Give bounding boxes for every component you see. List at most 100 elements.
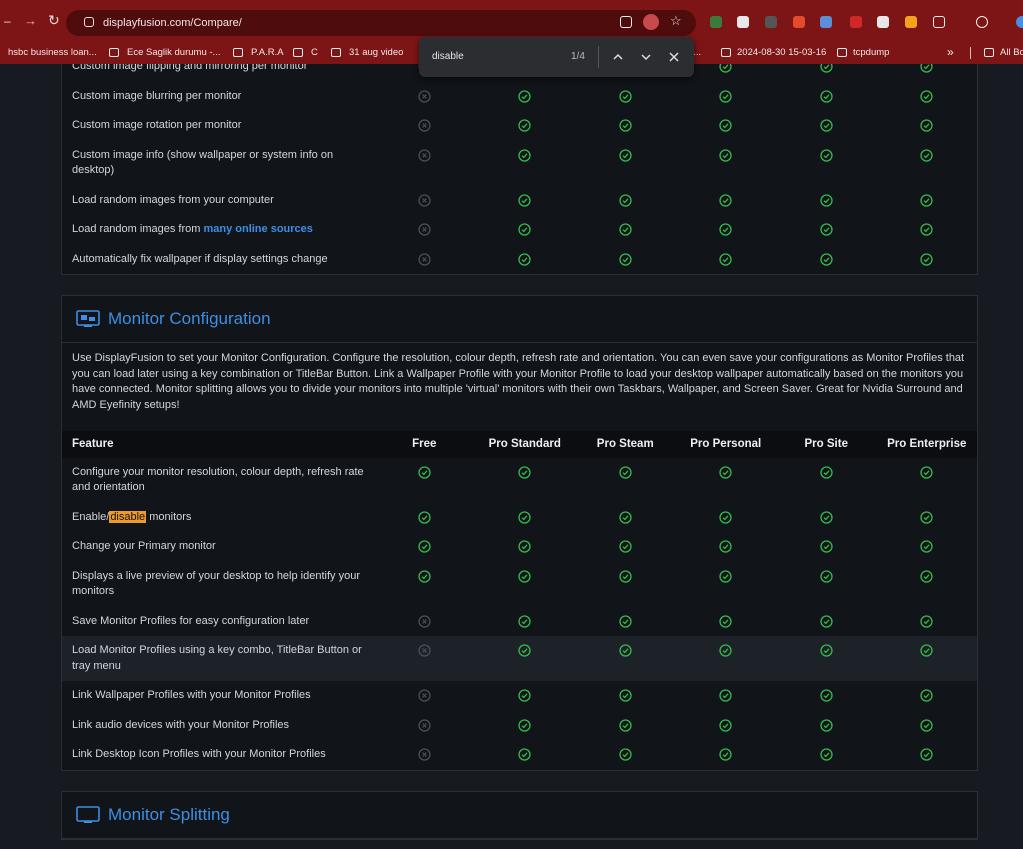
cross-icon	[418, 149, 431, 162]
support-cell	[877, 193, 978, 209]
check-icon	[719, 644, 732, 657]
bookmark[interactable]: 31 aug video	[349, 47, 404, 58]
extensions-button[interactable]	[933, 16, 945, 28]
support-cell	[575, 465, 676, 481]
feature-cell: Custom image rotation per monitor	[72, 118, 364, 134]
check-icon	[820, 719, 833, 732]
support-cell	[776, 718, 877, 734]
check-icon	[619, 149, 632, 162]
bookmark[interactable]: 2024-08-30 15-03-16	[737, 47, 827, 58]
feature-row: Load random images from your computer	[62, 186, 977, 216]
bookmark-icon[interactable]	[837, 48, 847, 57]
profile-avatar[interactable]	[1016, 16, 1023, 28]
cross-icon	[418, 719, 431, 732]
extension-icon[interactable]	[820, 16, 832, 28]
address-bar[interactable]	[66, 10, 696, 36]
check-icon	[518, 511, 531, 524]
support-cell	[776, 747, 877, 763]
bookmark[interactable]: hsbc business loan...	[8, 47, 97, 58]
support-cell	[475, 222, 576, 238]
site-info-icon[interactable]	[84, 17, 94, 27]
check-icon	[920, 540, 933, 553]
check-icon	[518, 615, 531, 628]
bookmark-icon[interactable]	[233, 48, 243, 57]
support-cell	[776, 89, 877, 105]
section-title: Monitor Configuration	[108, 309, 271, 328]
feature-row: Change your Primary monitor	[62, 532, 977, 562]
check-icon	[619, 540, 632, 553]
check-icon	[920, 253, 933, 266]
bookmark[interactable]: e...	[688, 47, 702, 58]
bookmark-icon[interactable]	[331, 48, 341, 57]
bookmark-star[interactable]: ☆	[670, 13, 682, 28]
extension-icon[interactable]	[905, 16, 917, 28]
divider	[970, 47, 971, 59]
support-cell	[374, 747, 475, 763]
feature-link[interactable]: many online sources	[203, 223, 313, 235]
check-icon	[619, 615, 632, 628]
feature-cell: Automatically fix wallpaper if display s…	[72, 252, 364, 268]
bookmark-icon[interactable]	[984, 48, 994, 57]
profile-button[interactable]	[976, 16, 988, 28]
support-cell	[575, 569, 676, 585]
support-cell	[374, 510, 475, 526]
bookmark[interactable]: C	[311, 47, 318, 58]
support-cell	[575, 718, 676, 734]
page-content: Custom image flipping and mirroring per …	[0, 52, 1023, 849]
extension-icon[interactable]	[793, 16, 805, 28]
support-cell	[575, 643, 676, 659]
extension-icon[interactable]	[765, 16, 777, 28]
find-next[interactable]	[641, 52, 651, 62]
feature-row: Enable/disable monitors	[62, 503, 977, 533]
support-cell	[374, 222, 475, 238]
bookmark[interactable]: tcpdump	[853, 47, 890, 58]
bookmark-icon[interactable]	[721, 48, 731, 57]
support-cell	[374, 718, 475, 734]
check-icon	[619, 511, 632, 524]
support-cell	[374, 688, 475, 704]
cross-icon	[418, 119, 431, 132]
bookmarks-more[interactable]: »	[947, 45, 954, 59]
support-cell	[776, 148, 877, 164]
support-cell	[776, 118, 877, 134]
extension-icon[interactable]	[877, 16, 889, 28]
check-icon	[418, 466, 431, 479]
feature-row: Link Desktop Icon Profiles with your Mon…	[62, 740, 977, 770]
page-icon[interactable]	[643, 14, 659, 30]
extension-icon[interactable]	[737, 16, 749, 28]
feature-cell: Load Monitor Profiles using a key combo,…	[72, 643, 364, 674]
forward-button[interactable]: →	[24, 13, 37, 28]
support-cell	[776, 688, 877, 704]
feature-text: Link Desktop Icon Profiles with your Mon…	[72, 748, 326, 760]
find-close[interactable]	[669, 52, 679, 62]
bookmark[interactable]: P.A.R.A	[251, 47, 284, 58]
check-icon	[518, 149, 531, 162]
feature-text: Enable/disable monitors	[72, 510, 192, 523]
extension-icon[interactable]	[710, 16, 722, 28]
back-button[interactable]: –	[4, 14, 11, 28]
check-icon	[418, 511, 431, 524]
bookmark-icon[interactable]	[293, 48, 303, 57]
support-cell	[475, 718, 576, 734]
support-cell	[776, 193, 877, 209]
reload-button[interactable]: ↻	[48, 12, 60, 28]
check-icon	[518, 719, 531, 732]
column-header: Pro Site	[804, 437, 848, 450]
section-title: Monitor Splitting	[108, 804, 230, 824]
extension-icon[interactable]	[850, 16, 862, 28]
find-bar: disable 1/4	[419, 37, 694, 77]
cast-icon[interactable]	[620, 16, 632, 28]
support-cell	[776, 465, 877, 481]
all-bookmarks[interactable]: All Bo	[1000, 47, 1023, 58]
support-cell	[475, 118, 576, 134]
check-icon	[619, 253, 632, 266]
support-cell	[877, 89, 978, 105]
feature-row: Link Wallpaper Profiles with your Monito…	[62, 681, 977, 711]
check-icon	[518, 90, 531, 103]
find-previous[interactable]	[613, 52, 623, 62]
feature-text: Link Wallpaper Profiles with your Monito…	[72, 689, 311, 701]
check-icon	[820, 689, 833, 702]
bookmark-icon[interactable]	[109, 48, 119, 57]
bookmark[interactable]: Ece Saglik durumu -...	[127, 47, 221, 58]
find-input[interactable]: disable	[432, 51, 464, 62]
